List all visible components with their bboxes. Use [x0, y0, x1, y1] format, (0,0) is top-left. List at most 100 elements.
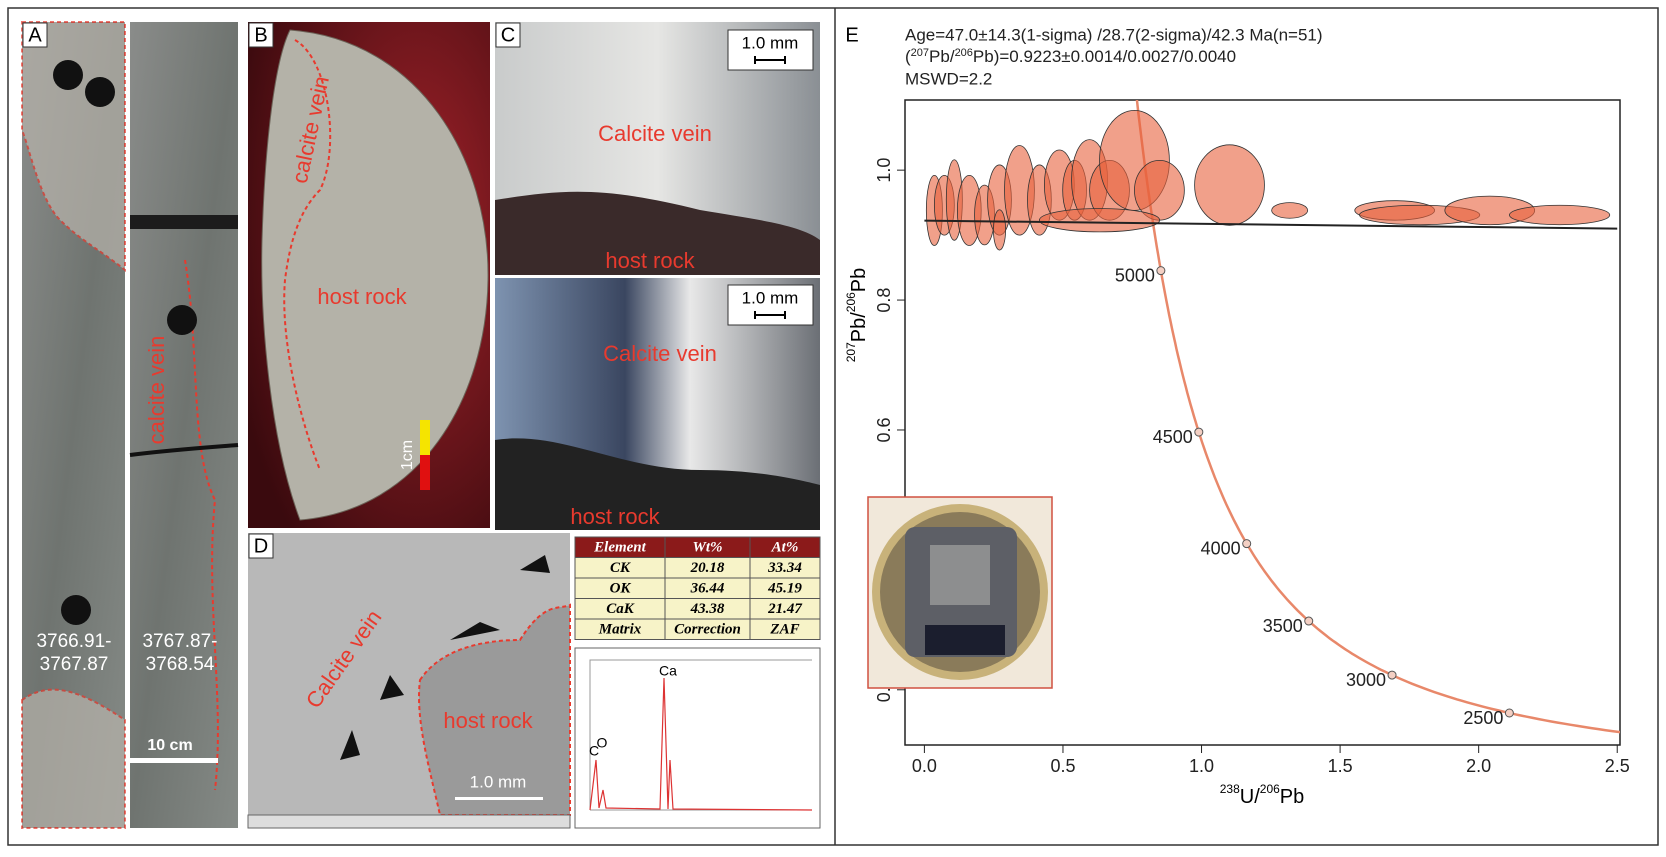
sample-depth: 3767.87 — [40, 654, 109, 675]
host-rock-area — [495, 438, 820, 530]
data-ellipse — [1194, 144, 1265, 226]
panel-d: D Calcite vein host rock 1.0 mm Element W… — [247, 533, 821, 829]
panel-letter-box — [248, 533, 274, 559]
peak-label: O — [597, 735, 608, 751]
table-header: At% — [771, 540, 799, 556]
panel-b: B calcite vein host rock 1cm — [248, 22, 490, 528]
scale-bar — [455, 797, 543, 800]
table-text: 33.34 — [767, 560, 802, 576]
inset-photo — [867, 496, 1053, 689]
x-tick-label: 1.5 — [1328, 756, 1353, 776]
chart-title: Age=47.0±14.3(1-sigma) /28.7(2-sigma)/42… — [905, 25, 1323, 44]
spectrum-line — [589, 677, 813, 811]
scale-bar — [420, 455, 430, 490]
host-label: host rock — [570, 504, 660, 529]
panel-c: C 1.0 mm Calcite vein host rock 1.0 mm C… — [495, 22, 820, 530]
vein-label: calcite vein — [144, 336, 169, 445]
scale-box — [727, 29, 814, 71]
scale-bar — [420, 420, 430, 455]
concordia-curve — [1135, 100, 1620, 734]
age-marker — [1304, 616, 1314, 626]
age-marker — [1156, 266, 1166, 276]
sample-slab — [261, 29, 489, 521]
panel-letter: E — [845, 24, 858, 46]
core-crack — [130, 215, 238, 229]
age-marker — [1387, 670, 1397, 680]
core-crack — [129, 443, 239, 457]
sample-depth: 3766.91- — [36, 631, 111, 652]
age-label: 2500 — [1463, 708, 1503, 728]
chart-title: (207Pb/206Pb)=0.9223±0.0014/0.0027/0.004… — [905, 47, 1236, 67]
vein-outline — [184, 259, 219, 791]
table-text: CK — [610, 560, 631, 576]
scale-label: 1.0 mm — [742, 288, 799, 307]
title-part: 207 — [911, 47, 929, 59]
scale-box — [727, 284, 814, 326]
label-part: 238 — [1220, 782, 1240, 796]
age-label: 3500 — [1263, 616, 1303, 636]
y-tick-label: 0.6 — [874, 417, 894, 442]
age-marker — [1242, 539, 1252, 549]
x-tick-label: 2.0 — [1466, 756, 1491, 776]
host-label: host rock — [443, 708, 533, 733]
host-outline — [418, 603, 571, 816]
table-text: 43.38 — [690, 601, 725, 617]
y-tick-label: 0.8 — [874, 288, 894, 313]
panel-letter-box — [495, 22, 521, 48]
regression-line — [924, 219, 1618, 230]
x-tick-label: 2.5 — [1605, 756, 1630, 776]
age-label: 4500 — [1153, 427, 1193, 447]
hole — [167, 305, 197, 335]
table-text: 21.47 — [767, 601, 802, 617]
label-part: Pb/ — [848, 312, 870, 342]
table-text: ZAF — [769, 622, 799, 638]
x-tick-label: 0.0 — [912, 756, 937, 776]
scale-label: 10 cm — [147, 737, 192, 754]
chart-subtitle: MSWD=2.2 — [905, 69, 992, 88]
vein-outline — [21, 688, 126, 829]
table-text: Matrix — [598, 622, 642, 638]
scale-label: 1cm — [399, 440, 416, 470]
sample-chip — [930, 545, 990, 605]
peak-label: Ca — [659, 663, 677, 679]
host-rock-area — [495, 191, 820, 275]
age-label: 4000 — [1201, 538, 1241, 558]
host-label: host rock — [317, 284, 407, 309]
label-part: Pb — [848, 268, 870, 292]
sem-info-bar — [247, 814, 571, 829]
hole — [53, 60, 83, 90]
hole — [61, 595, 91, 625]
panel-letter-box — [248, 22, 274, 48]
table-text: 20.18 — [690, 560, 725, 576]
age-label: 3000 — [1346, 670, 1386, 690]
label-part: 206 — [844, 292, 858, 312]
hole — [85, 77, 115, 107]
x-tick-label: 0.5 — [1050, 756, 1075, 776]
scale-bar — [754, 311, 786, 319]
panel-letter-box — [22, 22, 48, 48]
x-tick-label: 1.0 — [1189, 756, 1214, 776]
table-header: Wt% — [693, 540, 723, 556]
spectrum-box — [574, 647, 821, 829]
x-axis-label: 238U/206Pb — [1220, 782, 1305, 808]
y-axis-label: 207Pb/206Pb — [844, 268, 870, 363]
title-part: Pb)=0.9223±0.0014/0.0027/0.0040 — [973, 47, 1236, 66]
title-part: Pb/ — [929, 47, 955, 66]
vein-outline — [283, 39, 332, 471]
panel-letter: D — [254, 535, 268, 557]
eds-table: Element Wt% At% CK 20.18 33.34 OK 36.44 45.19 CaK… — [574, 536, 821, 640]
label-part: U/ — [1240, 786, 1260, 808]
core-photo — [130, 22, 238, 828]
table-text: Correction — [674, 622, 741, 638]
panel-e: E Age=47.0±14.3(1-sigma) /28.7(2-sigma)/… — [844, 24, 1630, 808]
title-part: 206 — [955, 47, 973, 59]
data-ellipse — [1509, 204, 1611, 226]
age-label: 5000 — [1115, 265, 1155, 285]
sample-depth: 3767.87- — [142, 631, 217, 652]
vein-label: Calcite vein — [598, 121, 712, 146]
table-text: 45.19 — [767, 581, 802, 597]
label-part: Pb — [1280, 786, 1304, 808]
peak-label: C — [589, 743, 599, 759]
scale-label: 1.0 mm — [742, 33, 799, 52]
